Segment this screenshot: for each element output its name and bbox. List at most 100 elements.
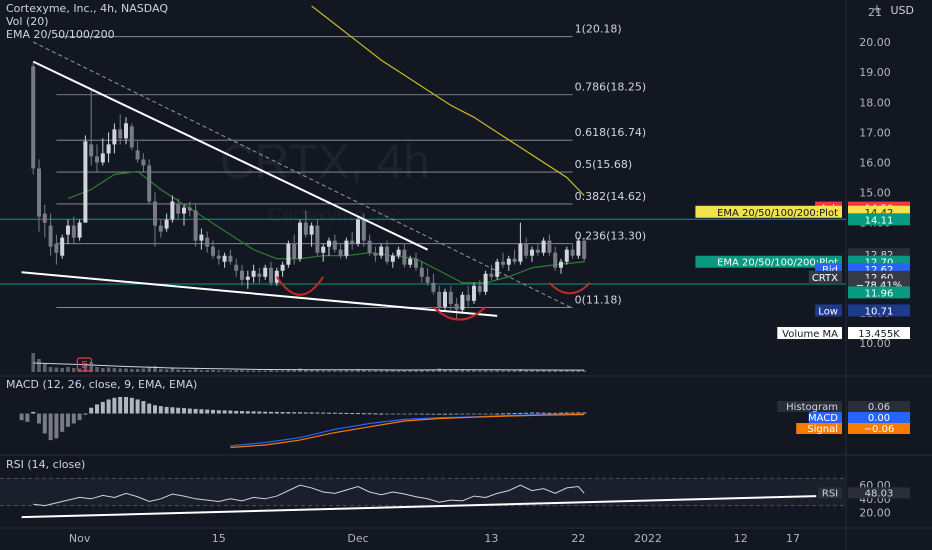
candle-body <box>506 258 511 265</box>
price-label-value: 12.70 <box>865 258 894 269</box>
macd-histogram-bar <box>483 413 488 415</box>
trendline <box>32 60 429 251</box>
candle-body <box>582 240 587 259</box>
macd-histogram-bar <box>234 410 239 414</box>
volume-bar <box>124 368 128 372</box>
volume-bar <box>193 369 198 372</box>
volume-bar <box>472 370 476 372</box>
macd-histogram-bar <box>170 407 175 414</box>
dashed-trendline <box>32 41 573 309</box>
volume-bar <box>83 363 88 372</box>
macd-histogram-bar <box>141 401 146 414</box>
macd-histogram-bar <box>228 410 233 414</box>
price-label-name: Volume MA <box>782 329 838 340</box>
candle-body <box>414 258 418 268</box>
candle-body <box>356 219 360 244</box>
candle-body <box>66 225 70 235</box>
volume-bar <box>251 370 256 372</box>
candle-body <box>187 207 192 211</box>
price-label-value: 14.42 <box>865 208 894 219</box>
macd-histogram-bar <box>472 413 476 415</box>
price-axis-tick: 15.00 <box>859 187 891 200</box>
macd-histogram-bar <box>489 413 494 415</box>
volume-bar <box>309 370 314 372</box>
macd-histogram-bar <box>182 408 186 414</box>
candle-body <box>158 225 163 232</box>
pattern-arc <box>548 282 591 295</box>
price-label-name-box <box>695 205 842 218</box>
macd-histogram-bar <box>356 413 360 415</box>
macd-histogram-bar <box>292 412 297 414</box>
candle-body <box>443 291 447 307</box>
candle-body <box>222 255 227 262</box>
volume-bar <box>350 370 354 372</box>
volume-bar <box>524 370 528 372</box>
candle-body <box>292 243 297 259</box>
macd-histogram-bar <box>385 413 389 415</box>
price-label-name: EMA 20/50/100/200:Plot <box>717 208 838 219</box>
volume-bar <box>425 370 430 372</box>
volume-bar <box>263 370 267 372</box>
candle-body <box>100 153 105 163</box>
price-axis-tick: 18.00 <box>859 96 891 109</box>
plus-icon[interactable]: + <box>872 2 883 16</box>
rsi-label-value: 48.03 <box>865 488 894 499</box>
macd-histogram-bar <box>327 412 331 414</box>
volume-bar <box>43 364 47 372</box>
candle-body <box>228 255 233 262</box>
macd-histogram-bar <box>518 412 523 414</box>
volume-bar <box>570 370 575 372</box>
volume-bar <box>280 370 285 372</box>
rsi-title: RSI (14, close) <box>6 458 85 471</box>
macd-histogram-bar <box>176 407 181 414</box>
candle-body <box>321 246 326 253</box>
rsi-line <box>33 484 585 507</box>
volume-bar <box>188 370 192 372</box>
volume-bar <box>234 370 238 372</box>
candle-body <box>153 201 157 226</box>
earnings-marker-label: E <box>81 360 87 371</box>
volume-bar <box>402 370 407 372</box>
time-axis-tick: 13 <box>484 532 498 545</box>
candle-body <box>60 237 65 256</box>
volume-bar <box>489 370 494 372</box>
time-axis-tick: Dec <box>347 532 368 545</box>
macd-histogram-bar <box>570 412 575 414</box>
pattern-arc <box>432 306 487 321</box>
volume-bar <box>101 368 105 372</box>
candle-body <box>535 249 540 253</box>
rsi-label-name-box <box>818 487 842 499</box>
macd-label-name-box <box>777 401 842 412</box>
ema-yellow-line <box>311 5 585 196</box>
candle-body <box>205 237 210 247</box>
price-label-value: 14.11 <box>865 215 894 226</box>
macd-histogram-bar <box>48 413 53 441</box>
macd-histogram-bar <box>535 412 540 414</box>
macd-histogram-bar <box>37 413 41 424</box>
volume-bar <box>431 369 436 372</box>
volume-bar <box>333 370 337 372</box>
volume-bar <box>408 370 412 372</box>
macd-histogram-bar <box>506 413 511 415</box>
macd-histogram-bar <box>454 413 459 415</box>
volume-bar <box>222 370 227 372</box>
volume-bar <box>379 370 383 372</box>
macd-label-name: Signal <box>807 424 838 435</box>
volume-bar <box>559 370 563 372</box>
candle-body <box>454 303 459 310</box>
candle-body <box>530 249 534 256</box>
earnings-marker <box>76 357 93 372</box>
volume-bar <box>495 370 499 372</box>
macd-histogram-bar <box>373 413 378 415</box>
macd-label-value: 0.06 <box>868 402 890 413</box>
macd-label-box <box>848 401 910 412</box>
currency-label[interactable]: USD <box>890 4 914 17</box>
rsi-label-box <box>848 487 910 499</box>
price-label-value: 12.62 <box>865 265 894 276</box>
macd-histogram-bar <box>269 411 273 414</box>
volume-bar <box>211 370 215 372</box>
candle-body <box>234 264 239 271</box>
candle-body <box>263 267 268 277</box>
macd-histogram-bar <box>344 412 349 414</box>
price-label-value: 12.60 <box>865 273 894 284</box>
